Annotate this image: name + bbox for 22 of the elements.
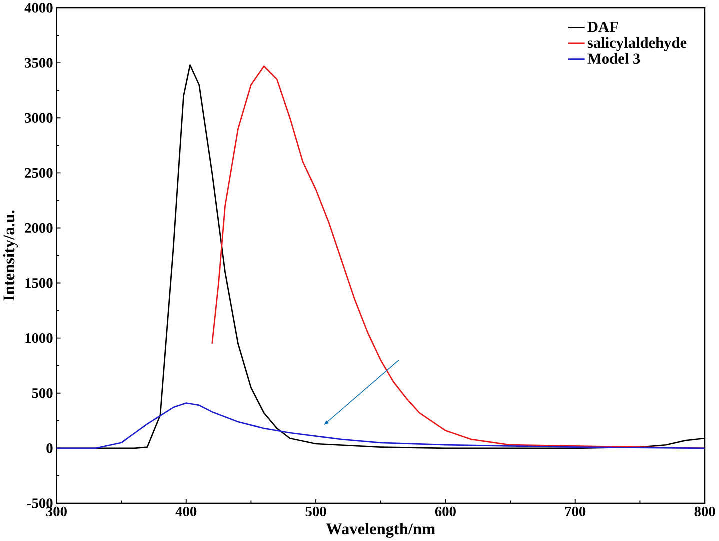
y-tick-label: 2000 [25,223,53,233]
x-tick-label: 400 [176,506,197,516]
legend-label: Model 3 [588,53,640,64]
y-tick-label: 2500 [25,168,53,178]
line-series [56,402,706,449]
y-tick-label: 1500 [26,278,53,288]
legend-label: salicylaldehyde [588,37,687,52]
y-axis-title: Intensity/a.u. [3,210,18,301]
x-tick-label: 500 [306,506,326,516]
x-tick-label: 600 [435,506,456,516]
x-tick-label: 800 [694,506,716,516]
x-axis-title: Wavelength/nm [326,523,436,538]
y-tick-label: -500 [28,498,53,508]
y-tick-label: 3000 [25,113,53,123]
y-tick-label: 500 [32,388,53,398]
y-tick-label: 0 [46,443,53,454]
y-tick-label: 4000 [24,3,53,13]
y-tick-label: 3500 [25,58,53,68]
legend-label: DAF [588,22,618,32]
x-tick-label: 700 [565,506,586,516]
y-tick-label: 1000 [26,333,53,344]
x-tick-label: 300 [46,506,67,516]
